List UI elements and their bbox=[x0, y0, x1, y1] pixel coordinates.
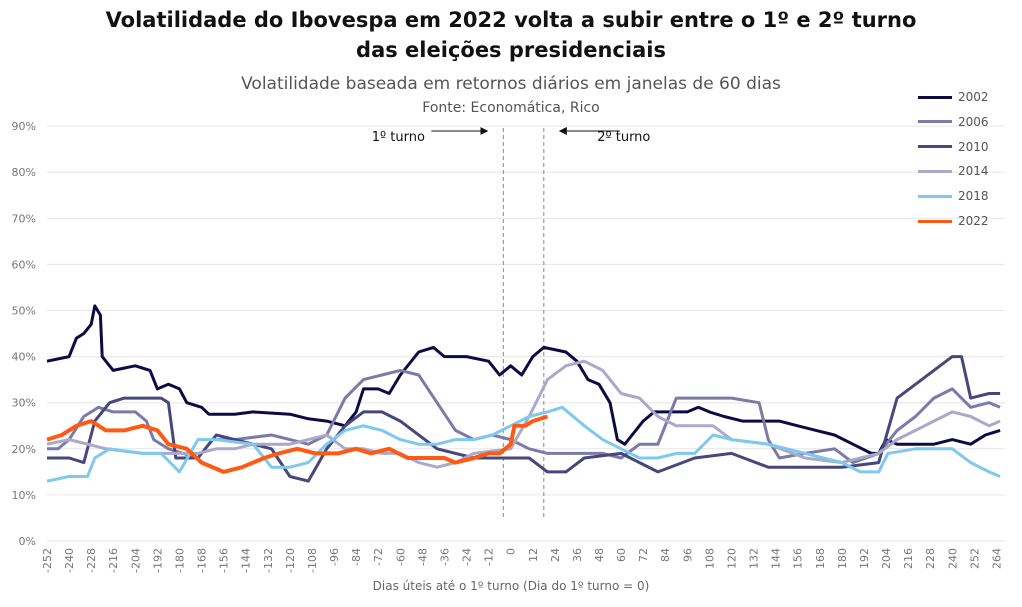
legend-item-2018: 2018 bbox=[918, 189, 989, 203]
annotation-label: 1º turno bbox=[372, 130, 425, 145]
x-tick-label: -24 bbox=[461, 548, 474, 566]
y-tick-label: 40% bbox=[12, 351, 36, 364]
x-tick-label: -228 bbox=[85, 548, 98, 573]
x-tick-label: -108 bbox=[306, 548, 319, 573]
x-tick-label: 156 bbox=[792, 548, 805, 569]
legend-label: 2014 bbox=[958, 164, 989, 179]
y-tick-label: 90% bbox=[12, 120, 36, 133]
x-tick-label: -240 bbox=[63, 548, 76, 573]
x-tick-label: -60 bbox=[394, 548, 407, 566]
y-tick-label: 10% bbox=[12, 489, 36, 502]
x-tick-label: 24 bbox=[549, 548, 562, 562]
x-tick-label: -48 bbox=[416, 548, 429, 566]
x-tick-label: -12 bbox=[483, 548, 496, 566]
legend-label: 2006 bbox=[958, 114, 989, 129]
x-tick-label: 204 bbox=[880, 548, 893, 569]
legend-label: 2018 bbox=[958, 189, 989, 204]
chart-title-line-2: das eleições presidenciais bbox=[356, 38, 666, 62]
x-tick-label: -180 bbox=[173, 548, 186, 573]
x-tick-label: -216 bbox=[107, 548, 120, 573]
y-tick-label: 60% bbox=[12, 258, 36, 271]
x-tick-label: 132 bbox=[748, 548, 761, 569]
x-tick-label: -36 bbox=[438, 548, 451, 566]
x-tick-label: -72 bbox=[372, 548, 385, 566]
annotation-label: 2º turno bbox=[597, 130, 650, 145]
legend-item-2006: 2006 bbox=[918, 115, 989, 129]
x-tick-label: 36 bbox=[571, 548, 584, 562]
x-tick-label: -132 bbox=[262, 548, 275, 573]
legend-label: 2002 bbox=[958, 90, 989, 104]
series-line-2010 bbox=[47, 355, 1001, 483]
series-line-2018 bbox=[46, 405, 1001, 483]
legend-swatch bbox=[918, 120, 952, 124]
y-tick-label: 80% bbox=[12, 166, 36, 179]
legend-label: 2022 bbox=[958, 214, 989, 228]
x-tick-label: 120 bbox=[725, 548, 738, 569]
legend-item-2002: 2002 bbox=[918, 90, 989, 104]
x-tick-label: 12 bbox=[527, 548, 540, 562]
x-tick-label: -168 bbox=[196, 548, 209, 573]
legend-item-2022: 2022 bbox=[918, 214, 989, 228]
legend-swatch bbox=[918, 194, 952, 198]
legend-swatch bbox=[918, 95, 952, 99]
legend-swatch bbox=[918, 145, 952, 149]
x-tick-label: -84 bbox=[350, 548, 363, 566]
x-tick-label: -120 bbox=[284, 548, 297, 573]
x-tick-label: 0 bbox=[505, 548, 518, 555]
x-tick-label: 252 bbox=[968, 548, 981, 569]
x-axis-label: Dias úteis até o 1º turno (Dia do 1º tur… bbox=[373, 579, 650, 593]
y-tick-label: 70% bbox=[12, 212, 36, 225]
series-line-2022 bbox=[46, 414, 549, 474]
x-tick-label: 60 bbox=[615, 548, 628, 562]
x-tick-label: 216 bbox=[902, 548, 915, 569]
y-tick-label: 50% bbox=[12, 305, 36, 318]
legend-swatch bbox=[918, 219, 952, 223]
x-tick-label: -144 bbox=[240, 548, 253, 573]
x-tick-label: -192 bbox=[151, 548, 164, 573]
chart-subtitle: Volatilidade baseada em retornos diários… bbox=[241, 74, 781, 94]
chart-source: Fonte: Economática, Rico bbox=[422, 100, 600, 116]
series-line-2002 bbox=[46, 304, 1001, 455]
x-tick-label: 240 bbox=[946, 548, 959, 569]
x-tick-label: -252 bbox=[41, 548, 54, 573]
x-tick-label: 264 bbox=[990, 548, 1003, 569]
x-tick-label: 228 bbox=[924, 548, 937, 569]
y-tick-label: 20% bbox=[12, 443, 36, 456]
x-tick-label: 72 bbox=[637, 548, 650, 562]
x-tick-label: 180 bbox=[836, 548, 849, 569]
x-tick-label: 84 bbox=[659, 548, 672, 562]
x-tick-label: -156 bbox=[218, 548, 231, 573]
x-tick-label: -204 bbox=[129, 548, 142, 573]
legend-label: 2010 bbox=[958, 139, 989, 154]
legend-swatch bbox=[918, 169, 952, 173]
legend-item-2014: 2014 bbox=[918, 164, 989, 178]
legend-item-2010: 2010 bbox=[918, 140, 989, 154]
x-tick-label: 108 bbox=[703, 548, 716, 569]
series-line-2014 bbox=[46, 359, 1001, 469]
x-tick-label: -96 bbox=[328, 548, 341, 566]
x-tick-label: 168 bbox=[814, 548, 827, 569]
x-tick-label: 192 bbox=[858, 548, 871, 569]
x-tick-label: 96 bbox=[681, 548, 694, 562]
x-tick-label: 144 bbox=[770, 548, 783, 569]
chart-title-line-1: Volatilidade do Ibovespa em 2022 volta a… bbox=[105, 8, 917, 32]
x-tick-label: 48 bbox=[593, 548, 606, 562]
y-tick-label: 0% bbox=[19, 535, 36, 548]
y-tick-label: 30% bbox=[12, 397, 36, 410]
